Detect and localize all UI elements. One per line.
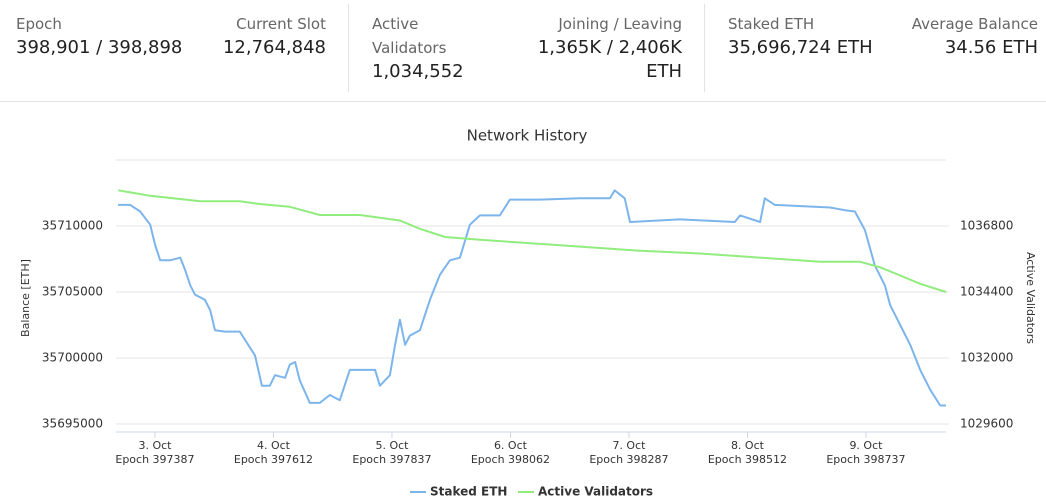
divider	[348, 4, 349, 92]
x-tick-label: 8. Oct	[731, 439, 765, 452]
x-tick-sublabel: Epoch 398062	[471, 453, 550, 466]
stat: Joining / Leaving 1,365K / 2,406K ETH	[522, 12, 682, 84]
legend-label: Staked ETH	[430, 485, 507, 499]
x-tick-sublabel: Epoch 398287	[589, 453, 668, 466]
y-tick-label: 35695000	[42, 417, 103, 431]
x-tick-label: 3. Oct	[138, 439, 172, 452]
stat-label: Current Slot	[236, 15, 326, 33]
y-tick-label: 35705000	[42, 285, 103, 299]
stat-value: 34.56 ETH	[944, 37, 1038, 58]
y2-axis-label: Active Validators	[1024, 252, 1037, 344]
series-line	[117, 189, 947, 293]
x-tick-label: 6. Oct	[494, 439, 528, 452]
x-tick-sublabel: Epoch 398512	[708, 453, 787, 466]
chart-title: Network History	[467, 127, 588, 145]
stat: Average Balance 34.56 ETH	[898, 12, 1038, 60]
x-tick-label: 7. Oct	[612, 439, 646, 452]
stat-value: 12,764,848	[222, 37, 326, 58]
x-tick-sublabel: Epoch 397612	[234, 453, 313, 466]
series-line	[118, 189, 946, 407]
stat: Active Validators 1,034,552	[372, 12, 472, 84]
stat-value: 1,365K / 2,406K ETH	[537, 37, 682, 82]
x-tick-label: 4. Oct	[257, 439, 291, 452]
stats-header: Epoch 398,901 / 398,898 Current Slot 12,76…	[0, 0, 1046, 102]
x-tick-sublabel: Epoch 398737	[826, 453, 905, 466]
stat-label: Staked ETH	[728, 15, 815, 33]
x-tick-label: 9. Oct	[849, 439, 883, 452]
stat-value: 398,901 / 398,898	[16, 37, 183, 58]
stat: Staked ETH 35,696,724 ETH	[728, 12, 898, 60]
y2-tick-label: 1036800	[960, 219, 1013, 233]
stat-value: 35,696,724 ETH	[728, 37, 873, 58]
y-tick-label: 35710000	[42, 219, 103, 233]
y2-tick-label: 1034400	[960, 285, 1013, 299]
x-tick-label: 5. Oct	[375, 439, 409, 452]
chart: Network History Balance [ETH] Active Val…	[19, 127, 1037, 499]
stat-panel: Staked ETH 35,696,724 ETH Average Balance…	[728, 12, 1038, 92]
x-tick-sublabel: Epoch 397837	[352, 453, 431, 466]
legend-label: Active Validators	[538, 485, 653, 499]
stat-label: Average Balance	[911, 15, 1038, 33]
stat-panel: Epoch 398,901 / 398,898 Current Slot 12,76…	[16, 12, 326, 92]
y-tick-label: 35700000	[42, 351, 103, 365]
y-axis-label: Balance [ETH]	[19, 259, 32, 337]
stat-label: Joining / Leaving	[558, 15, 682, 33]
stat-label: Epoch	[16, 15, 62, 33]
stat: Epoch 398,901 / 398,898	[16, 12, 206, 60]
stat-label: Active Validators	[372, 15, 447, 57]
divider	[704, 4, 705, 92]
y2-tick-label: 1029600	[960, 417, 1013, 431]
x-tick-sublabel: Epoch 397387	[115, 453, 194, 466]
stat: Current Slot 12,764,848	[196, 12, 326, 60]
stat-value: 1,034,552	[372, 61, 464, 82]
y2-tick-label: 1032000	[960, 351, 1013, 365]
stat-panel: Active Validators 1,034,552 Joining / Lea…	[372, 12, 682, 92]
